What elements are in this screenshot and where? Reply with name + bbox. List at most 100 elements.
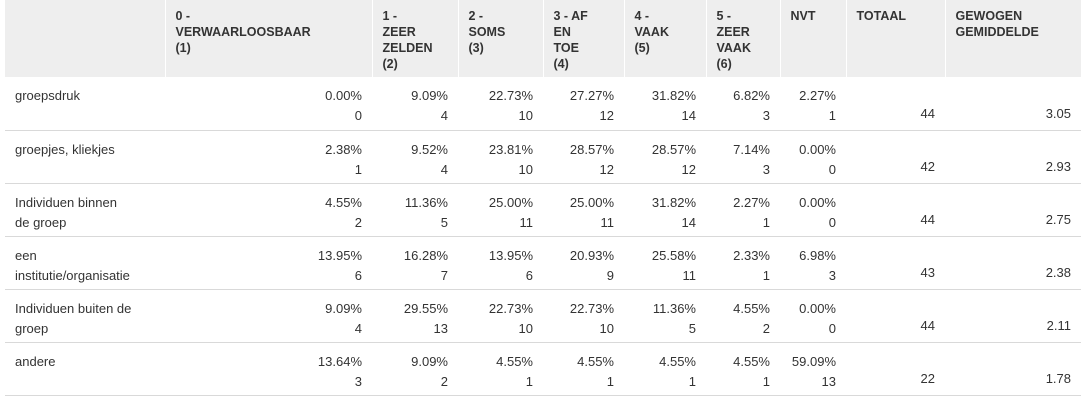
response-cell: 59.09% 13	[780, 342, 846, 396]
column-header-line: EN	[553, 25, 571, 39]
percentage-value: 2.38%	[325, 141, 362, 157]
response-cell: 31.82% 14	[624, 183, 706, 237]
column-header: 5 - ZEER VAAK (6)	[706, 0, 781, 77]
percentage-value: 4.55%	[577, 353, 614, 369]
count-value: 14	[681, 108, 696, 123]
column-header-line: (1)	[175, 41, 191, 55]
response-cell: 2.27% 1	[780, 77, 846, 131]
percentage-value: 6.98%	[799, 247, 836, 263]
count-value: 6	[354, 267, 362, 283]
count-value: 6	[525, 267, 533, 283]
count-value: 4	[354, 320, 362, 336]
percentage-value: 7.14%	[733, 141, 770, 157]
percentage-value: 22.73%	[488, 300, 533, 316]
total-value: 22	[846, 342, 945, 396]
response-cell: 13.95% 6	[165, 236, 372, 290]
count-value: 12	[599, 108, 614, 123]
percentage-value: 20.93%	[569, 247, 614, 263]
response-cell: 9.52% 4	[372, 130, 458, 184]
row-label-line: groepsdruk	[15, 88, 81, 103]
response-cell: 11.36% 5	[624, 289, 706, 343]
column-header-line: GEWOGEN	[955, 9, 1023, 23]
percentage-value: 28.57%	[651, 141, 696, 157]
percentage-value: 9.09%	[411, 353, 448, 369]
count-value: 2	[762, 320, 770, 336]
count-value: 4	[440, 108, 448, 123]
column-header-line: ZELDEN	[382, 41, 433, 55]
count-value: 0	[828, 161, 836, 177]
response-cell: 28.57% 12	[543, 130, 624, 184]
column-header: GEWOGEN GEMIDDELDE	[945, 0, 1082, 77]
response-cell: 7.14% 3	[706, 130, 780, 184]
column-header-line: (6)	[716, 57, 732, 71]
percentage-value: 4.55%	[496, 353, 533, 369]
percentage-value: 2.27%	[733, 194, 770, 210]
percentage-value: 31.82%	[651, 194, 696, 210]
response-cell: 2.33% 1	[706, 236, 780, 290]
percentage-value: 27.27%	[569, 88, 614, 103]
column-header-line: 1 -	[382, 9, 398, 23]
table-row: groepsdruk 0.00% 0 9.09% 4 22.73% 10 27.27% 12 31…	[5, 77, 1081, 131]
percentage-value: 22.73%	[569, 300, 614, 316]
percentage-value: 23.81%	[488, 141, 533, 157]
weighted-average-value: 2.75	[945, 183, 1081, 237]
row-label: Individuen buiten de groep	[5, 289, 165, 343]
total-value: 44	[846, 289, 945, 343]
weighted-average-value: 2.38	[945, 236, 1081, 290]
column-header-line: 3 - AF	[553, 9, 588, 23]
count-value: 12	[681, 161, 696, 177]
row-label-line: andere	[15, 353, 56, 369]
count-value: 12	[599, 161, 614, 177]
response-cell: 0.00% 0	[165, 77, 372, 131]
percentage-value: 11.36%	[404, 194, 448, 210]
count-value: 3	[828, 267, 836, 283]
weighted-average-value: 2.11	[945, 289, 1081, 343]
table-row: andere 13.64% 3 9.09% 2 4.55% 1 4.55% 1 4.55% 1 4.5…	[5, 342, 1081, 396]
column-header-line: ZEER	[716, 25, 750, 39]
count-value: 0	[828, 214, 836, 230]
weighted-average-value: 1.78	[945, 342, 1081, 396]
count-value: 11	[600, 214, 615, 230]
response-cell: 29.55% 13	[372, 289, 458, 343]
row-label-line: groepjes, kliekjes	[15, 141, 115, 157]
response-cell: 4.55% 1	[543, 342, 624, 396]
percentage-value: 0.00%	[799, 194, 836, 210]
count-value: 10	[599, 320, 614, 336]
percentage-value: 2.27%	[799, 88, 836, 103]
results-table-container: 0 - VERWAARLOOSBAAR (1) 1 - ZEER ZELDEN (2) 2 -…	[5, 0, 1082, 396]
response-cell: 20.93% 9	[543, 236, 624, 290]
column-header-line: ZEER	[382, 25, 416, 39]
response-cell: 25.00% 11	[543, 183, 624, 237]
table-body: groepsdruk 0.00% 0 9.09% 4 22.73% 10 27.27% 12 31…	[5, 77, 1081, 396]
percentage-value: 2.33%	[733, 247, 770, 263]
percentage-value: 0.00%	[799, 141, 836, 157]
response-cell: 4.55% 2	[706, 289, 780, 343]
response-cell: 4.55% 1	[458, 342, 543, 396]
count-value: 7	[440, 267, 448, 283]
response-cell: 4.55% 2	[165, 183, 372, 237]
column-header: 2 - SOMS (3)	[458, 0, 544, 77]
response-cell: 25.00% 11	[458, 183, 543, 237]
column-header-line: VAAK	[634, 25, 670, 39]
response-cell: 4.55% 1	[624, 342, 706, 396]
response-cell: 6.98% 3	[780, 236, 846, 290]
table-row: Individuen binnen de groep 4.55% 2 11.36% 5 25…	[5, 183, 1081, 237]
column-header: 3 - AF EN TOE (4)	[543, 0, 625, 77]
response-cell: 2.38% 1	[165, 130, 372, 184]
response-cell: 28.57% 12	[624, 130, 706, 184]
percentage-value: 31.82%	[651, 88, 696, 103]
row-label-line: een	[15, 247, 37, 263]
weighted-average-value: 2.93	[945, 130, 1081, 184]
response-cell: 2.27% 1	[706, 183, 780, 237]
response-cell: 11.36% 5	[372, 183, 458, 237]
column-header: TOTAAL	[846, 0, 946, 77]
column-header: 4 - VAAK (5)	[624, 0, 707, 77]
row-label: Individuen binnen de groep	[5, 183, 165, 237]
percentage-value: 11.36%	[652, 300, 696, 316]
count-value: 0	[828, 320, 836, 336]
percentage-value: 0.00%	[799, 300, 836, 316]
count-value: 1	[525, 373, 533, 389]
count-value: 1	[762, 267, 770, 283]
count-value: 1	[762, 214, 770, 230]
column-header: 0 - VERWAARLOOSBAAR (1)	[165, 0, 373, 77]
